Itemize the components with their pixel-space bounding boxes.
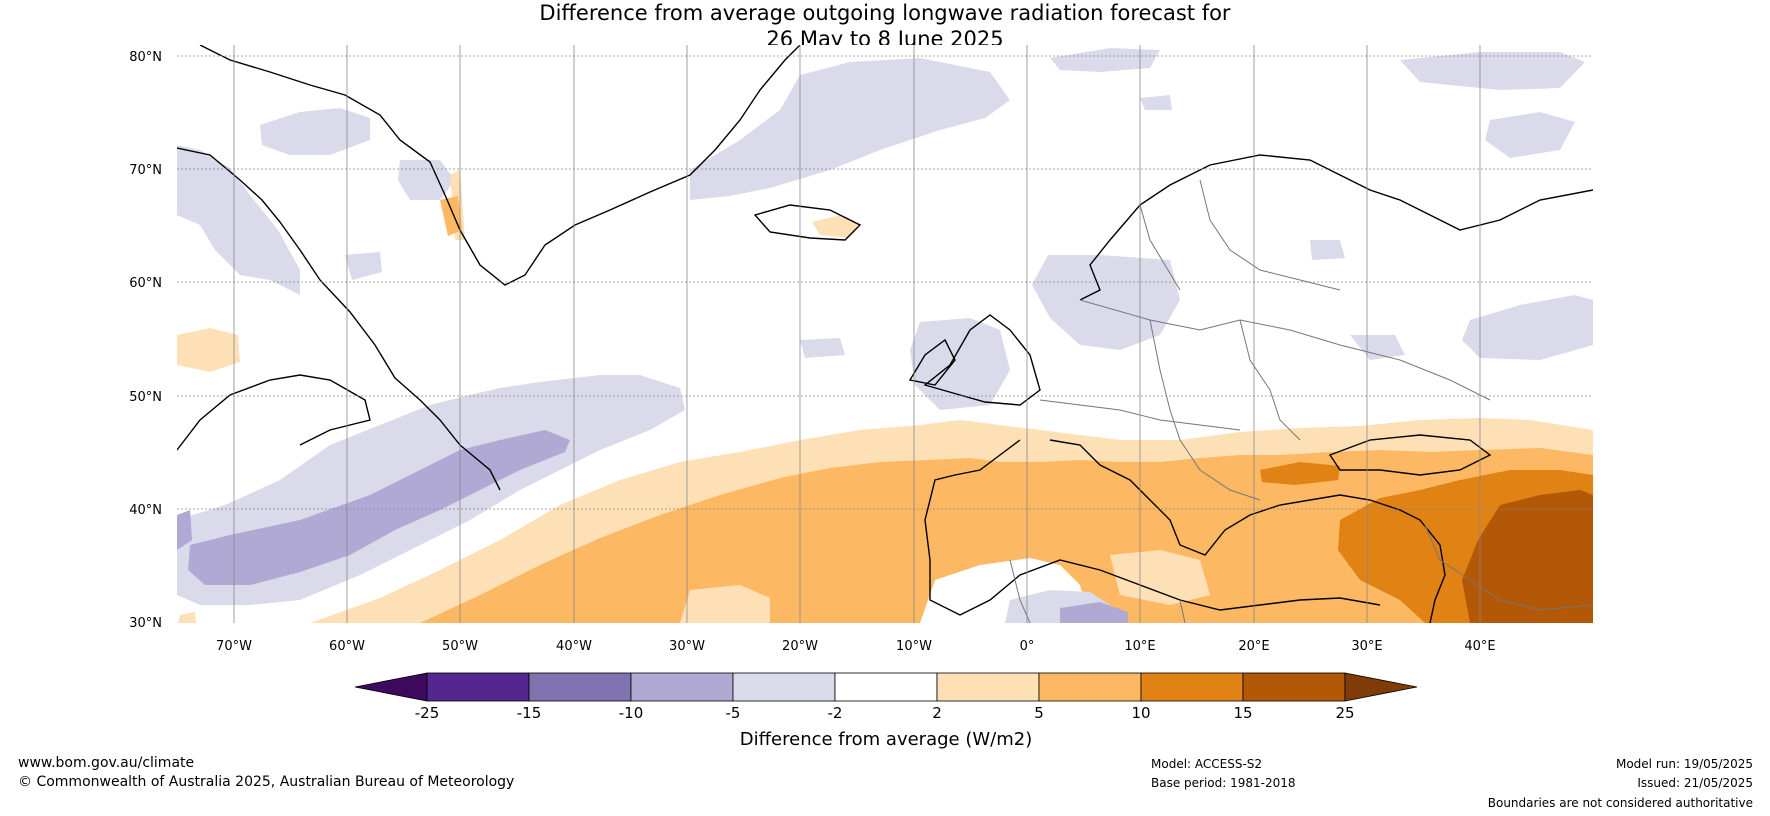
lon-label: 10°W (896, 639, 932, 654)
lat-label: 60°N (129, 276, 162, 291)
colorbar-swatch (1242, 672, 1346, 702)
colorbar-swatch (1140, 672, 1244, 702)
lon-label: 20°E (1238, 639, 1269, 654)
colorbar-tick: 15 (1233, 704, 1252, 722)
colorbar-swatch (426, 672, 530, 702)
colorbar-swatch (732, 672, 836, 702)
footer-disclaimer: Boundaries are not considered authoritat… (1487, 796, 1753, 810)
lon-label: 70°W (216, 639, 252, 654)
anomaly-pos-xlarge (1462, 490, 1593, 623)
colorbar-tick: -5 (726, 704, 741, 722)
title-line-1: Difference from average outgoing longwav… (539, 1, 1231, 25)
colorbar-tick: -10 (619, 704, 644, 722)
colorbar-tick: -2 (828, 704, 843, 722)
lat-label: 40°N (129, 503, 162, 518)
lat-label: 50°N (129, 390, 162, 405)
lon-label: 20°W (782, 639, 818, 654)
footer-base-period: Base period: 1981-2018 (1151, 776, 1296, 790)
map-title: Difference from average outgoing longwav… (0, 0, 1770, 52)
colorbar-swatch (834, 672, 938, 702)
anomaly-pos-medium (420, 196, 1593, 623)
anomaly-neg-africa-core (1060, 602, 1128, 623)
colorbar-tick: -15 (517, 704, 542, 722)
lon-label: 30°W (669, 639, 705, 654)
graticule (177, 45, 1593, 623)
latitude-labels: 80°N 70°N 60°N 50°N 40°N 30°N (129, 50, 162, 631)
anomaly-pos-patches (680, 550, 1210, 623)
colorbar-tick: 2 (932, 704, 942, 722)
footer-model-run: Model run: 19/05/2025 (1615, 757, 1753, 771)
lon-label: 50°W (442, 639, 478, 654)
colorbar-extend-low (354, 672, 428, 702)
colorbar-swatch (528, 672, 632, 702)
lon-label: 40°E (1464, 639, 1495, 654)
lon-label: 40°W (556, 639, 592, 654)
colorbar-tick: 10 (1131, 704, 1150, 722)
lon-label: 30°E (1351, 639, 1382, 654)
colorbar-swatches (354, 672, 1418, 702)
lat-label: 30°N (129, 616, 162, 631)
footer-model: Model: ACCESS-S2 (1151, 757, 1263, 771)
colorbar-label: Difference from average (W/m2) (740, 729, 1032, 750)
lon-label: 10°E (1124, 639, 1155, 654)
colorbar-swatch (630, 672, 734, 702)
lat-label: 70°N (129, 163, 162, 178)
anomaly-fields (177, 48, 1593, 623)
colorbar-tick: -25 (415, 704, 440, 722)
colorbar-swatch (936, 672, 1040, 702)
colorbar-ticks: -25 -15 -10 -5 -2 2 5 10 15 25 (415, 704, 1355, 722)
lat-label: 80°N (129, 50, 162, 65)
colorbar-tick: 5 (1034, 704, 1044, 722)
longitude-labels: 70°W 60°W 50°W 40°W 30°W 20°W 10°W 0° 10… (216, 639, 1496, 654)
colorbar-swatch (1038, 672, 1142, 702)
footer-copyright: © Commonwealth of Australia 2025, Austra… (18, 774, 515, 790)
lon-label: 60°W (329, 639, 365, 654)
footer-website: www.bom.gov.au/climate (18, 755, 195, 771)
footer-issued: Issued: 21/05/2025 (1637, 776, 1753, 790)
colorbar-extend-high (1344, 672, 1418, 702)
lon-label: 0° (1020, 639, 1035, 654)
colorbar-tick: 25 (1335, 704, 1354, 722)
coastlines (177, 45, 1593, 623)
